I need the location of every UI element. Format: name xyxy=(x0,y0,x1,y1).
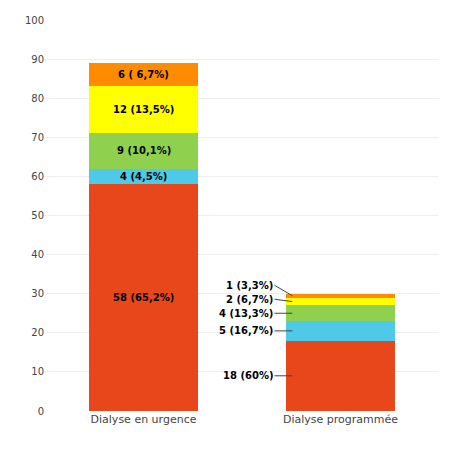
svg-text:6 ( 6,7%): 6 ( 6,7%) xyxy=(118,69,169,80)
svg-text:90: 90 xyxy=(31,54,44,65)
svg-text:10: 10 xyxy=(31,366,44,377)
svg-text:40: 40 xyxy=(31,249,44,260)
svg-text:18 (60%): 18 (60%) xyxy=(223,370,273,381)
svg-text:70: 70 xyxy=(31,132,44,143)
svg-text:50: 50 xyxy=(31,210,44,221)
svg-text:2 (6,7%): 2 (6,7%) xyxy=(226,294,273,305)
svg-text:60: 60 xyxy=(31,171,44,182)
svg-text:12 (13,5%): 12 (13,5%) xyxy=(113,104,174,115)
svg-text:100: 100 xyxy=(25,15,44,26)
svg-text:1 (3,3%): 1 (3,3%) xyxy=(226,280,273,291)
svg-text:Dialyse en urgence: Dialyse en urgence xyxy=(91,413,197,426)
svg-text:4 (13,3%): 4 (13,3%) xyxy=(219,308,273,319)
svg-text:4 (4,5%): 4 (4,5%) xyxy=(120,171,167,182)
svg-text:20: 20 xyxy=(31,327,44,338)
svg-text:30: 30 xyxy=(31,288,44,299)
svg-text:80: 80 xyxy=(31,93,44,104)
svg-text:58 (65,2%): 58 (65,2%) xyxy=(113,292,174,303)
svg-text:9 (10,1%): 9 (10,1%) xyxy=(117,145,171,156)
svg-text:5 (16,7%): 5 (16,7%) xyxy=(219,325,273,336)
svg-text:0: 0 xyxy=(38,406,44,417)
svg-text:Dialyse programmée: Dialyse programmée xyxy=(283,413,398,426)
